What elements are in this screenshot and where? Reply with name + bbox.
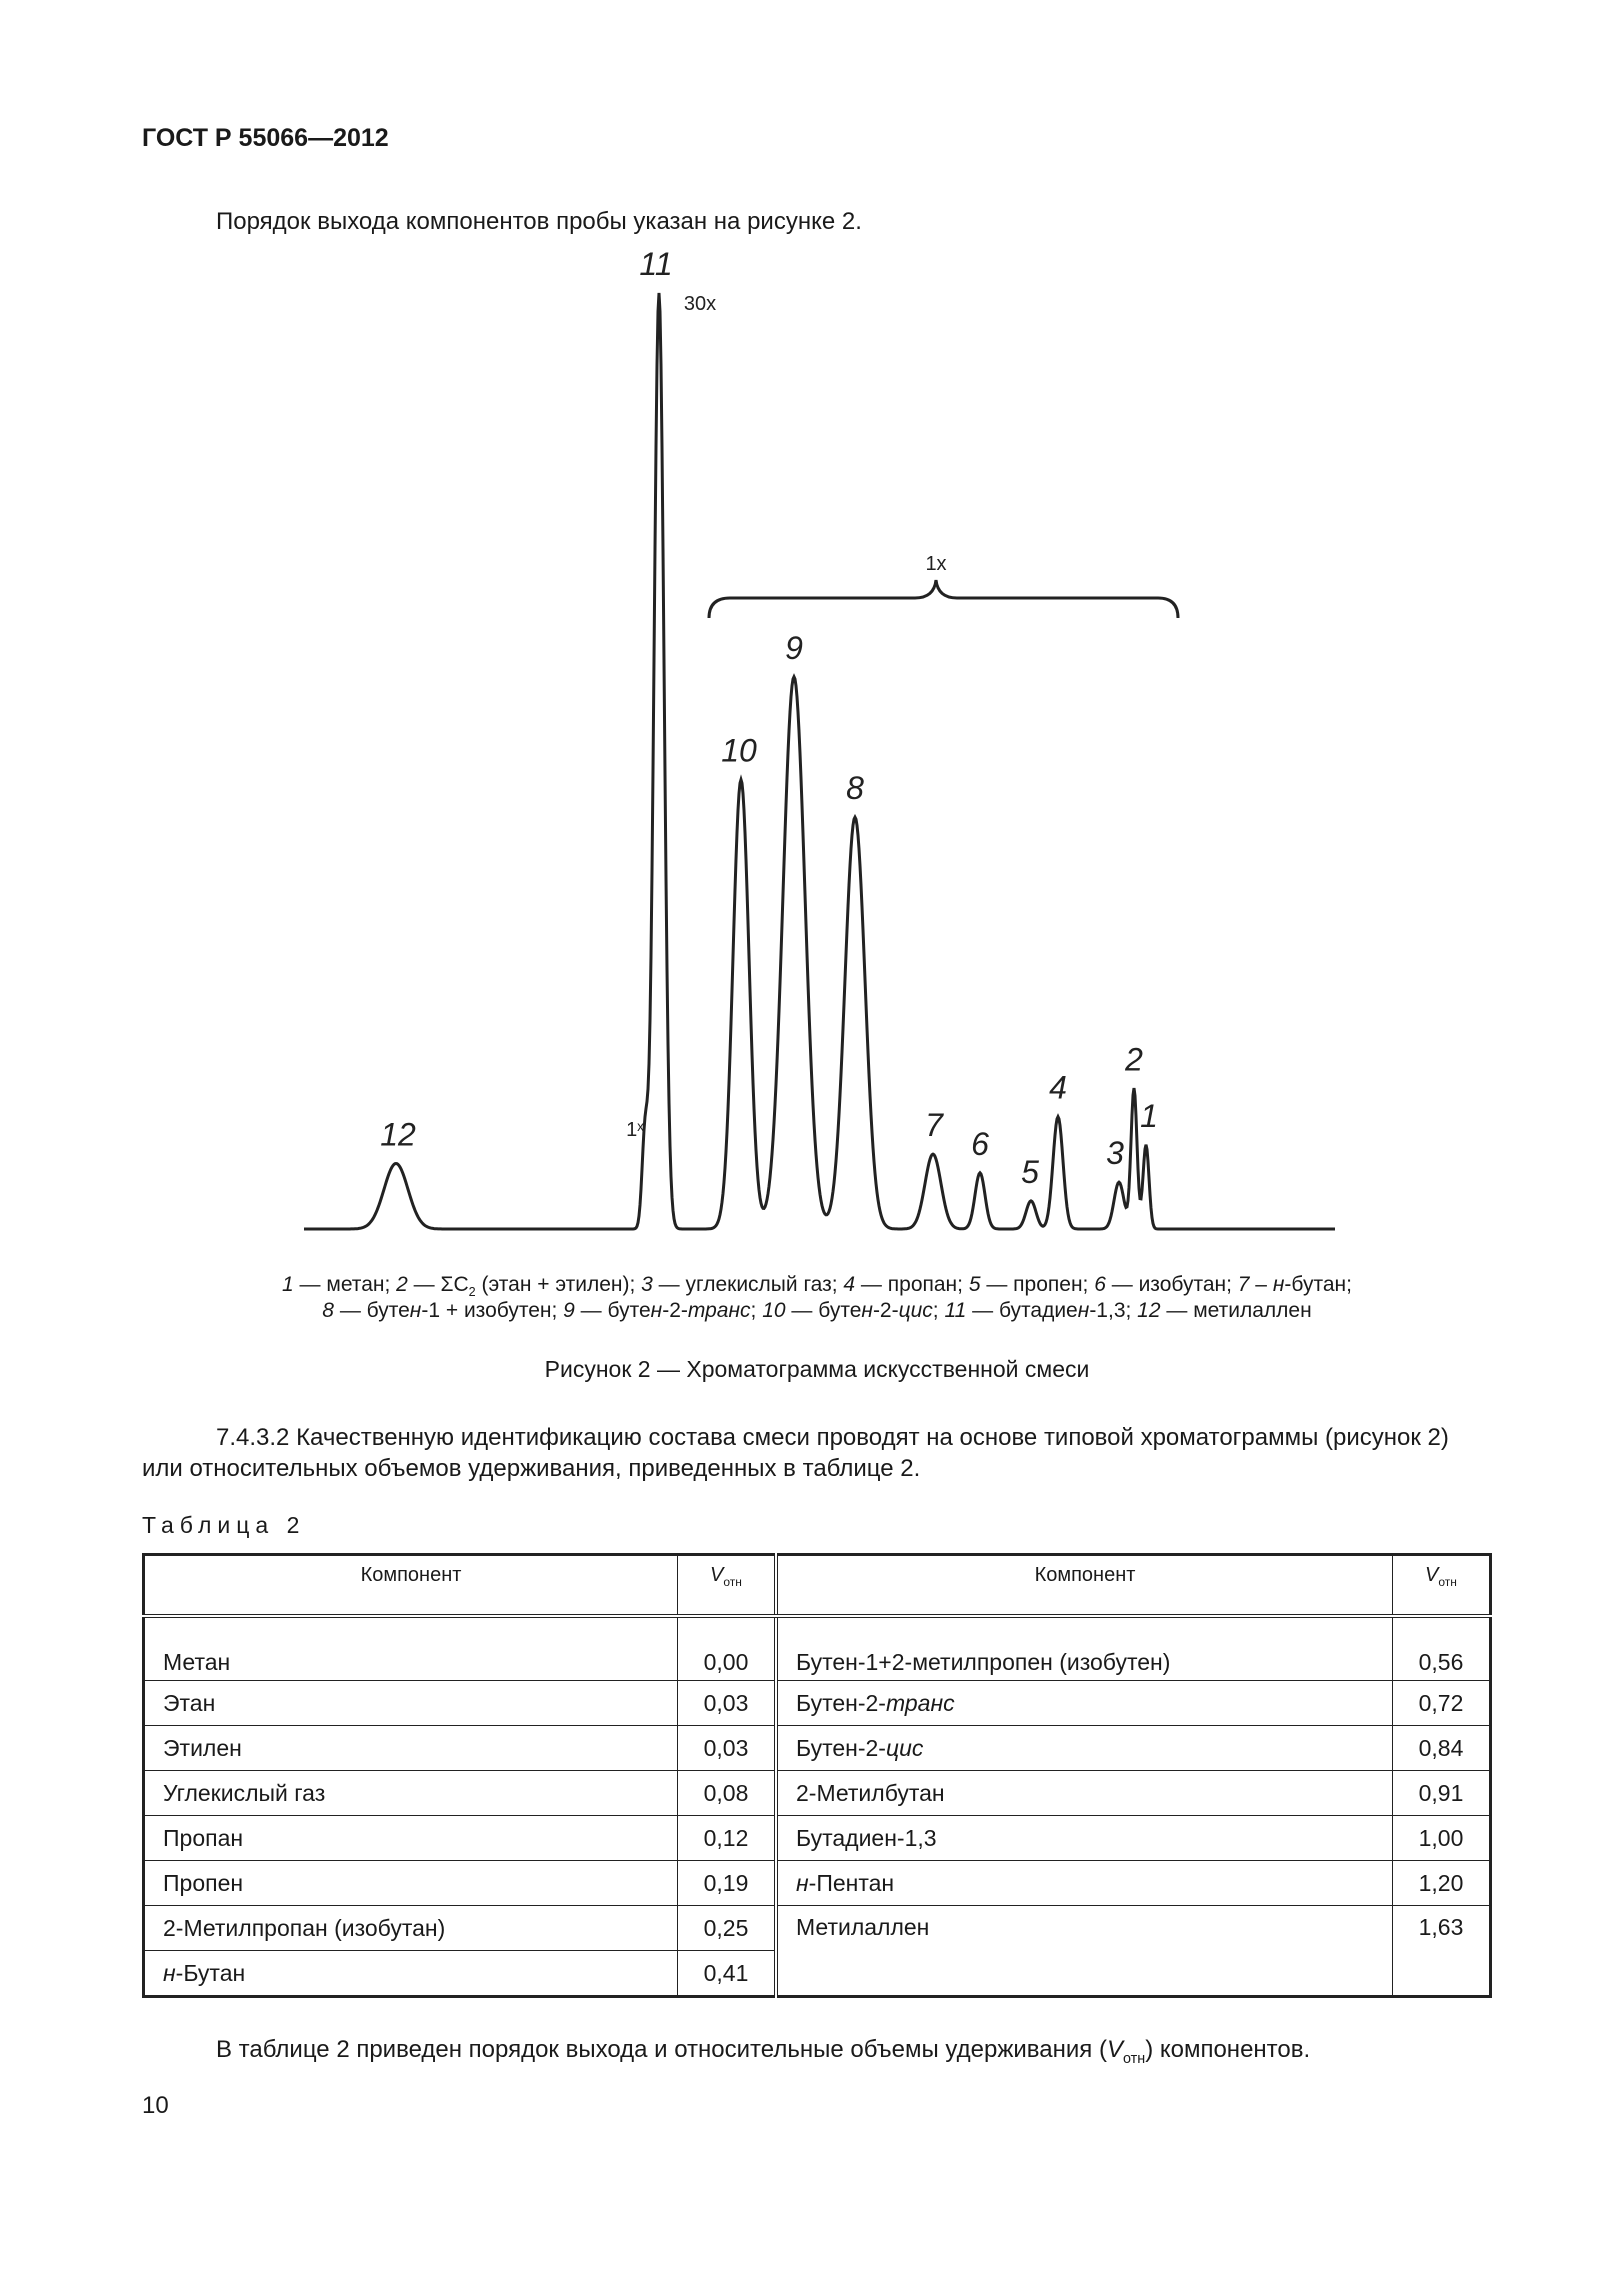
v-value: 0,00 xyxy=(677,1615,777,1681)
peak-label: 2 xyxy=(1124,1042,1143,1078)
v-value: 0,56 xyxy=(1392,1615,1491,1681)
chromatogram: 12 1ˣ 11 10 9 8 765 4 3 2 1 30x 1x xyxy=(304,246,1335,1231)
table-row: Метан 0,00 Бутен-1+2-метилпропен (изобутен… xyxy=(143,1615,1491,1681)
legend-line-1: 1 — метан; 2 — ΣC2 (этан + этилен); 3 — … xyxy=(282,1273,1352,1300)
v-value: 0,12 xyxy=(677,1815,777,1861)
chromatogram-trace xyxy=(304,292,1335,1231)
peak-label: 11 xyxy=(639,246,672,282)
component-name: н-Пентан xyxy=(774,1860,1393,1906)
component-name: Пропан xyxy=(143,1815,678,1861)
v-value: 0,19 xyxy=(677,1860,777,1906)
table-caption: Таблица 2 xyxy=(142,1512,306,1538)
component-name: 2-Метилбутан xyxy=(774,1770,1393,1816)
peak-label: 1 xyxy=(1140,1098,1158,1134)
peak-label: 9 xyxy=(785,630,803,666)
component-name: Этилен xyxy=(143,1725,678,1771)
v-value: 0,03 xyxy=(677,1680,777,1726)
component-name: Этан xyxy=(143,1680,678,1726)
paragraph-7-4-3-2: 7.4.3.2 Качественную идентификацию соста… xyxy=(142,1424,1449,1482)
table-row: Пропан 0,12 Бутадиен-1,3 1,00 xyxy=(143,1815,1491,1861)
table-row: Пропен 0,19 н-Пентан 1,20 xyxy=(143,1860,1491,1906)
intro-text: Порядок выхода компонентов пробы указан … xyxy=(216,208,862,235)
component-name: н-Бутан xyxy=(143,1950,678,1997)
peak-label: 12 xyxy=(380,1116,416,1152)
component-name: Пропен xyxy=(143,1860,678,1906)
col-v: Vотн xyxy=(677,1554,777,1618)
peak-label: 8 xyxy=(846,770,864,806)
table-row: н-Бутан 0,41 xyxy=(143,1950,1491,1997)
component-name: Углекислый газ xyxy=(143,1770,678,1816)
table-row: Углекислый газ 0,08 2-Метилбутан 0,91 xyxy=(143,1770,1491,1816)
table-row: 2-Метилпропан (изобутан) 0,25 Метилаллен 1,… xyxy=(143,1905,1491,1997)
col-component: Компонент xyxy=(143,1554,678,1618)
component-name: 2-Метилпропан (изобутан) xyxy=(143,1905,678,1951)
peak-label: 10 xyxy=(721,733,757,769)
v-value: 0,03 xyxy=(677,1725,777,1771)
scale-annotation: 30x xyxy=(684,293,716,315)
retention-table: Компонент Vотн Компонент Vотн Метан 0,00 Б… xyxy=(142,1553,1492,1998)
peak-label: 6 xyxy=(971,1126,989,1162)
component-name: Бутен-2-транс xyxy=(774,1680,1393,1726)
v-value: 1,20 xyxy=(1392,1860,1491,1906)
peak-label: 7 xyxy=(925,1107,944,1143)
scale-annotation: 1x xyxy=(925,553,946,575)
component-name: Бутадиен-1,3 xyxy=(774,1815,1393,1861)
component-name: Бутен-1+2-метилпропен (изобутен) xyxy=(774,1615,1393,1681)
page-number: 10 xyxy=(142,2092,169,2119)
col-component: Компонент xyxy=(774,1554,1393,1618)
peak-label: 4 xyxy=(1049,1070,1067,1106)
peak-label: 1ˣ xyxy=(626,1119,644,1141)
peak-label: 3 xyxy=(1106,1135,1124,1171)
v-value: 0,84 xyxy=(1392,1725,1491,1771)
v-value: 0,25 xyxy=(677,1905,777,1951)
col-v: Vотн xyxy=(1392,1554,1491,1618)
component-name: Метан xyxy=(143,1615,678,1681)
v-value: 0,72 xyxy=(1392,1680,1491,1726)
component-name: Бутен-2-цис xyxy=(774,1725,1393,1771)
group-brace xyxy=(707,579,1180,619)
document-id: ГОСТ Р 55066—2012 xyxy=(142,124,389,152)
closing-text: В таблице 2 приведен порядок выхода и от… xyxy=(216,2036,1311,2067)
peak-label: 5 xyxy=(1021,1154,1039,1190)
v-value: 1,63 xyxy=(1392,1905,1491,1997)
component-name: Метилаллен xyxy=(774,1905,1393,1997)
v-value: 0,41 xyxy=(677,1950,777,1997)
v-value: 0,08 xyxy=(677,1770,777,1816)
legend-line-2: 8 — бутен-1 + изобутен; 9 — бутен-2-тран… xyxy=(322,1299,1312,1322)
table-row: Этилен 0,03 Бутен-2-цис 0,84 xyxy=(143,1725,1491,1771)
v-value: 1,00 xyxy=(1392,1815,1491,1861)
figure-caption: Рисунок 2 — Хроматограмма искусственной … xyxy=(544,1356,1090,1382)
table-row: Этан 0,03 Бутен-2-транс 0,72 xyxy=(143,1680,1491,1726)
v-value: 0,91 xyxy=(1392,1770,1491,1816)
